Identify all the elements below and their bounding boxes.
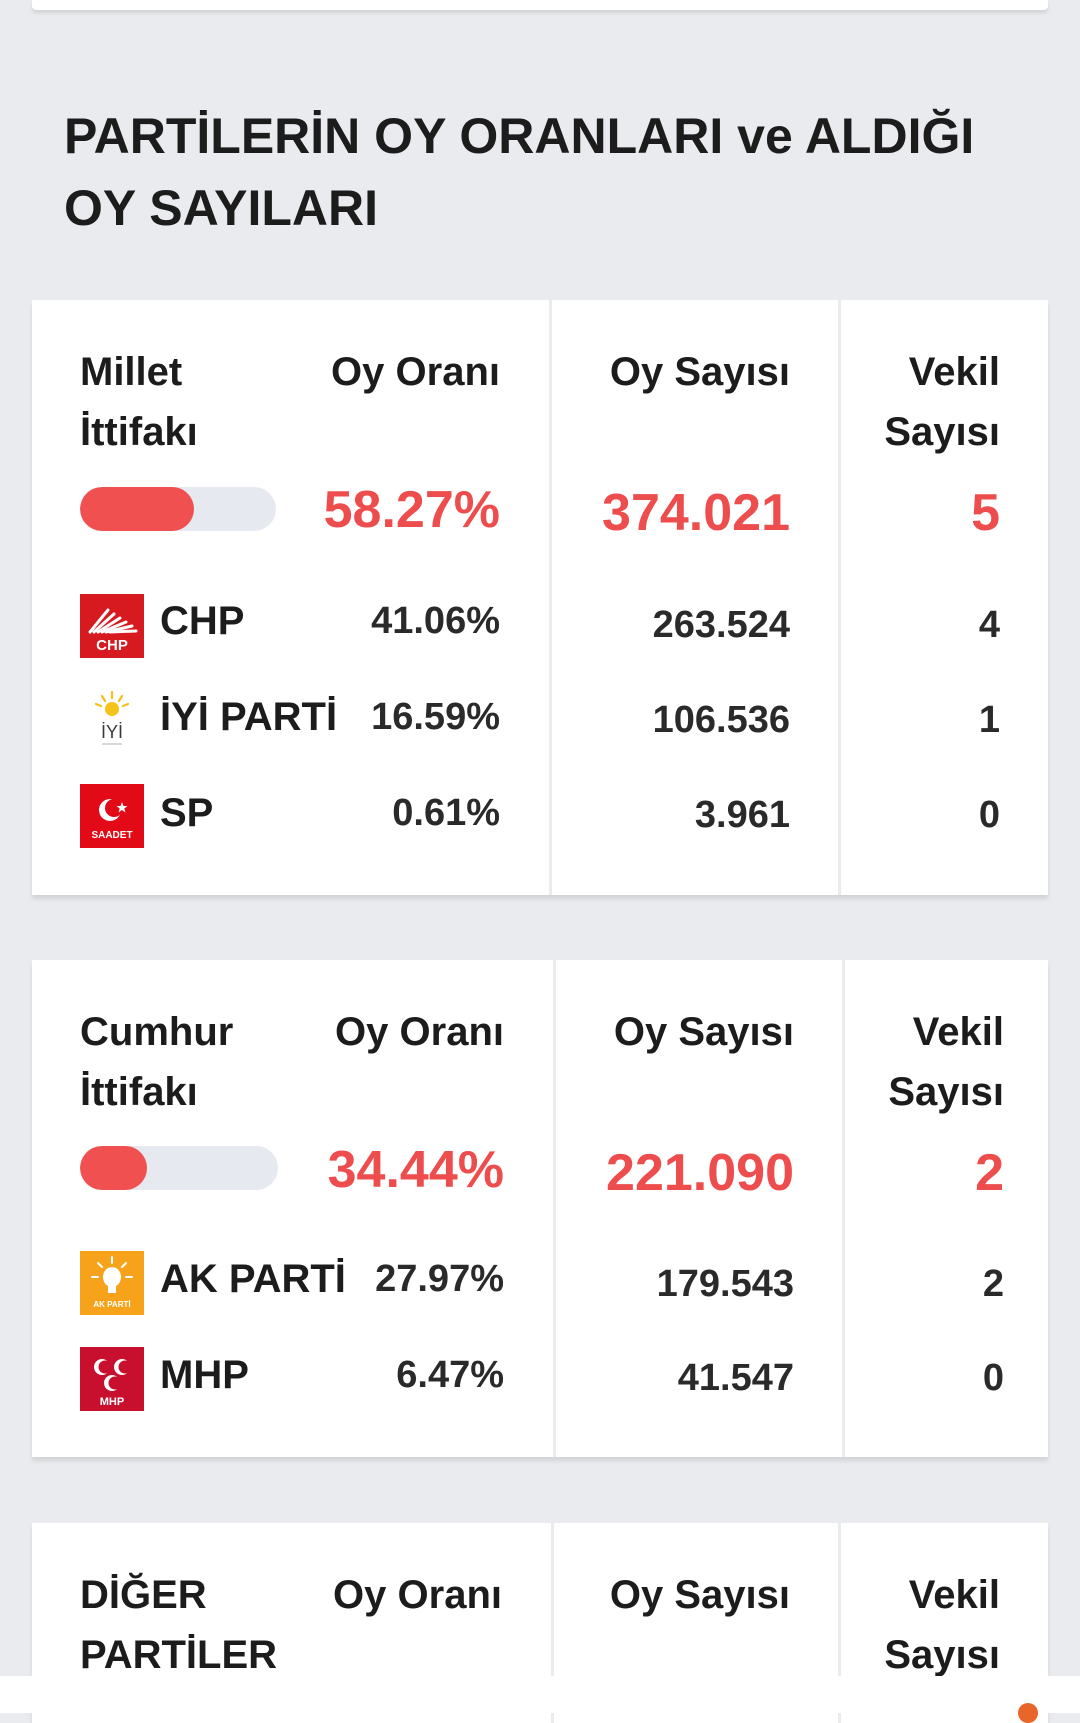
alliance-card-cumhur: Cumhur İttifakı Oy Oranı Oy Sayısı Vekil S…: [32, 960, 1048, 1457]
column-divider: [838, 300, 841, 895]
alliance-name: Millet İttifakı: [80, 350, 198, 454]
chp-logo-icon: CHP: [80, 594, 144, 658]
party-seats: 0: [978, 794, 1000, 836]
party-seats: 1: [978, 699, 1000, 741]
alliance-vote-share: 34.44%: [327, 1141, 504, 1199]
party-votes: 41.547: [677, 1357, 794, 1399]
vote-share-bar-fill: [80, 1146, 148, 1190]
party-vote-share: 41.06%: [371, 600, 500, 642]
header-oy-sayisi: Oy Sayısı: [613, 1010, 794, 1054]
alliance-votes: 374.021: [602, 484, 790, 542]
header-vekil-sayisi: Vekil Sayısı: [884, 350, 1000, 454]
vote-share-bar: [80, 487, 276, 531]
saadet-logo-icon: SAADET: [80, 784, 144, 848]
party-seats: 4: [978, 604, 1000, 646]
svg-text:SAADET: SAADET: [91, 830, 132, 841]
alliance-vote-share: 58.27%: [323, 481, 500, 539]
alliance-votes: 221.090: [606, 1144, 794, 1202]
column-divider: [551, 1523, 554, 1723]
party-name: CHP: [160, 599, 245, 643]
party-name: AK PARTİ: [160, 1257, 346, 1301]
bottom-bar: [0, 1676, 1080, 1713]
section-title: PARTİLERİN OY ORANLARI ve ALDIĞI OY SAYI…: [64, 108, 975, 236]
header-oy-orani: Oy Oranı: [331, 350, 500, 394]
svg-text:AK PARTİ: AK PARTİ: [93, 1300, 130, 1309]
vote-share-bar: [80, 1146, 278, 1190]
column-divider: [549, 300, 552, 895]
party-vote-share: 16.59%: [371, 696, 500, 738]
party-name: SP: [160, 791, 214, 835]
column-divider: [838, 1523, 841, 1723]
alliance-name: Cumhur İttifakı: [80, 1010, 234, 1114]
party-seats: 2: [982, 1263, 1004, 1305]
alliance-card-millet: Millet İttifakı Oy Oranı Oy Sayısı Vekil S…: [32, 300, 1048, 895]
previous-card-edge: [32, 0, 1048, 10]
floating-action-dot[interactable]: [1018, 1703, 1038, 1723]
party-seats: 0: [982, 1357, 1004, 1399]
header-oy-orani: Oy Oranı: [335, 1010, 504, 1054]
party-vote-share: 6.47%: [396, 1354, 504, 1396]
others-name: DİĞER PARTİLER: [80, 1573, 278, 1677]
svg-text:İYİ: İYİ: [101, 722, 123, 742]
header-oy-orani: Oy Oranı: [333, 1573, 502, 1617]
party-votes: 179.543: [656, 1263, 794, 1305]
party-vote-share: 0.61%: [392, 792, 500, 834]
vote-share-bar-fill: [80, 487, 194, 531]
alliance-seats: 5: [971, 484, 1000, 542]
ak-parti-logo-icon: AK PARTİ: [80, 1251, 144, 1315]
party-votes: 3.961: [694, 794, 790, 836]
party-votes: 106.536: [652, 699, 790, 741]
alliance-seats: 2: [975, 1144, 1004, 1202]
party-vote-share: 27.97%: [375, 1258, 504, 1300]
header-oy-sayisi: Oy Sayısı: [609, 350, 790, 394]
header-oy-sayisi: Oy Sayısı: [609, 1573, 790, 1617]
header-vekil-sayisi: Vekil Sayısı: [888, 1010, 1004, 1114]
iyi-parti-logo-icon: İYİ: [80, 690, 144, 754]
column-divider: [553, 960, 556, 1457]
party-name: MHP: [160, 1353, 249, 1397]
svg-text:MHP: MHP: [100, 1396, 124, 1408]
column-divider: [842, 960, 845, 1457]
party-name: İYİ PARTİ: [160, 695, 338, 739]
party-votes: 263.524: [652, 604, 790, 646]
svg-text:CHP: CHP: [96, 637, 128, 654]
mhp-logo-icon: MHP: [80, 1347, 144, 1411]
header-vekil-sayisi: Vekil Sayısı: [884, 1573, 1000, 1677]
